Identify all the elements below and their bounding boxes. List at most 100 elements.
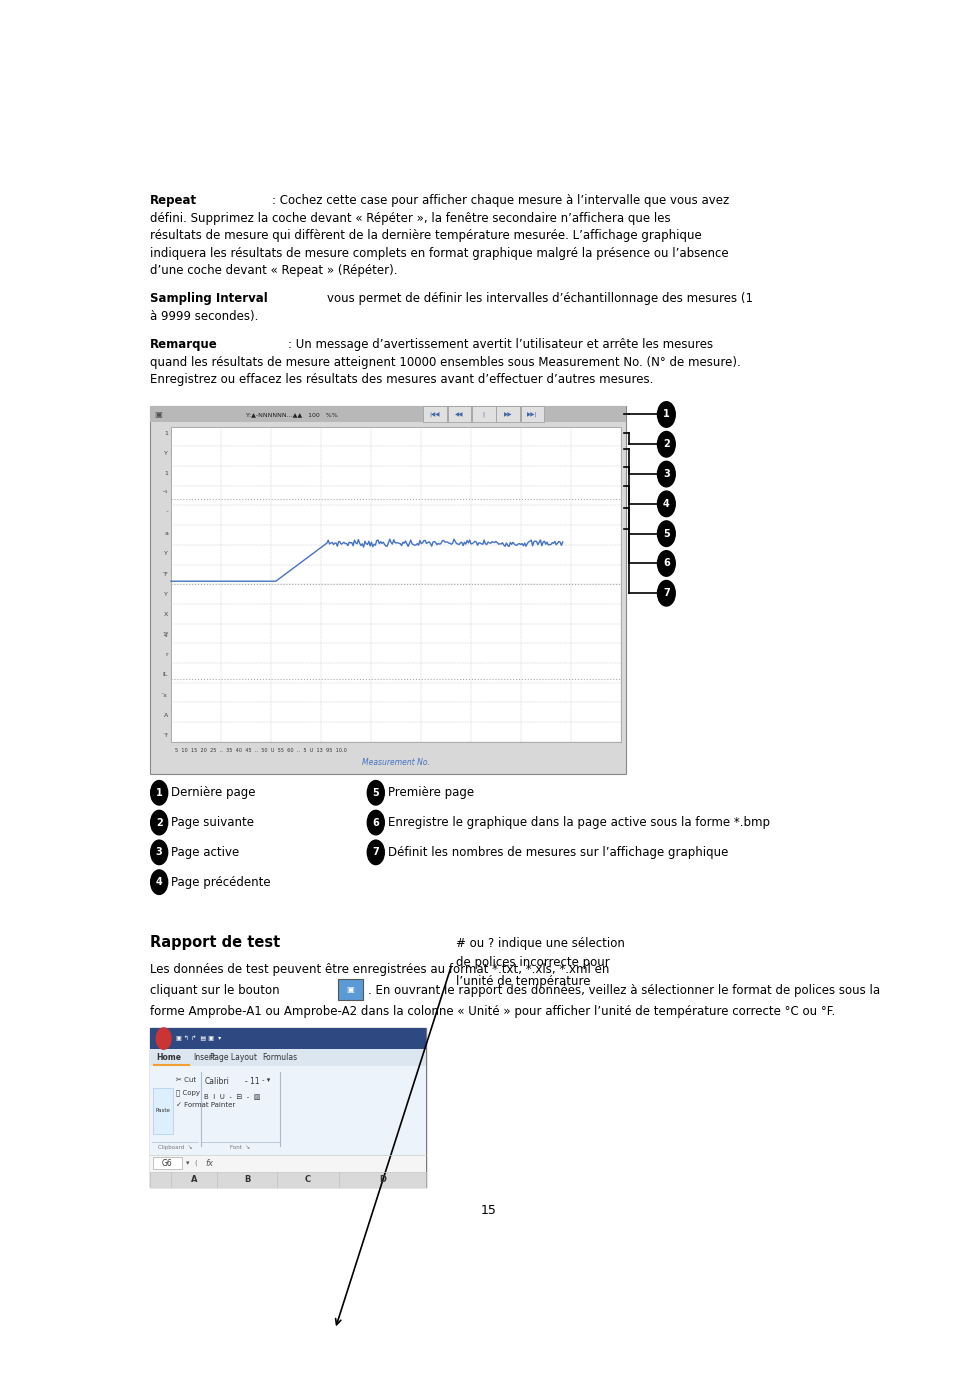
Text: 1: 1: [164, 471, 168, 475]
FancyBboxPatch shape: [151, 1028, 426, 1049]
Text: 1: 1: [155, 788, 162, 797]
Text: # ou ? indique une sélection
de polices incorrecte pour
l’unité de température: # ou ? indique une sélection de polices …: [456, 937, 624, 988]
Text: Paste: Paste: [155, 1108, 171, 1114]
Text: ̅¹: ̅¹: [166, 491, 168, 496]
Text: défini. Supprimez la coche devant « Répéter », la fenêtre secondaire n’affichera: défini. Supprimez la coche devant « Répé…: [151, 211, 670, 225]
Text: Y:▲-NNNNNN...▲▲   100   %%: Y:▲-NNNNNN...▲▲ 100 %%: [246, 412, 337, 417]
Text: Ã: Ã: [164, 713, 168, 717]
Circle shape: [367, 810, 384, 835]
Text: : Un message d’avertissement avertit l’utilisateur et arrête les mesures: : Un message d’avertissement avertit l’u…: [288, 339, 713, 351]
Text: fx: fx: [206, 1158, 213, 1168]
Text: à 9999 secondes).: à 9999 secondes).: [151, 310, 258, 323]
Text: Calibri: Calibri: [204, 1077, 229, 1086]
Text: A: A: [191, 1175, 197, 1184]
Text: Enregistrez ou effacez les résultats des mesures avant d’effectuer d’autres mesu: Enregistrez ou effacez les résultats des…: [151, 373, 653, 386]
Text: : Cochez cette case pour afficher chaque mesure à l’intervalle que vous avez: : Cochez cette case pour afficher chaque…: [272, 193, 729, 207]
Text: 5: 5: [662, 529, 669, 539]
Text: ⁻x: ⁻x: [161, 692, 168, 698]
Text: 2: 2: [155, 818, 162, 828]
FancyBboxPatch shape: [472, 406, 495, 423]
Text: Home: Home: [156, 1053, 181, 1063]
FancyBboxPatch shape: [151, 1067, 426, 1154]
FancyBboxPatch shape: [151, 1172, 426, 1187]
Text: ▣: ▣: [154, 410, 162, 419]
Text: ✂ Cut: ✂ Cut: [176, 1077, 196, 1083]
Text: r: r: [165, 652, 168, 658]
Text: Y: Y: [164, 551, 168, 557]
Text: Page suivante: Page suivante: [171, 817, 253, 829]
Text: Sampling Interval: Sampling Interval: [151, 293, 268, 305]
Text: (: (: [194, 1159, 197, 1166]
FancyBboxPatch shape: [496, 406, 519, 423]
Text: Page active: Page active: [171, 846, 239, 858]
Text: d’une coche devant « Repeat » (Répéter).: d’une coche devant « Repeat » (Répéter).: [151, 264, 397, 278]
Circle shape: [657, 550, 675, 576]
FancyBboxPatch shape: [447, 406, 471, 423]
Text: |◀◀: |◀◀: [429, 412, 439, 417]
Text: quand les résultats de mesure atteignent 10000 ensembles sous Measurement No. (N: quand les résultats de mesure atteignent…: [151, 355, 740, 369]
Text: 4: 4: [662, 499, 669, 509]
Text: a: a: [164, 531, 168, 536]
Text: D: D: [378, 1175, 386, 1184]
Text: Remarque: Remarque: [151, 339, 218, 351]
Text: 3: 3: [155, 847, 162, 857]
Text: Enregistre le graphique dans la page active sous la forme *.bmp: Enregistre le graphique dans la page act…: [387, 817, 769, 829]
Text: ▣: ▣: [346, 985, 354, 994]
Text: cliquant sur le bouton: cliquant sur le bouton: [151, 984, 287, 996]
Circle shape: [151, 840, 168, 865]
Circle shape: [657, 462, 675, 486]
Text: 2: 2: [662, 439, 669, 449]
Text: Repeat: Repeat: [151, 193, 197, 207]
Text: forme Amprobe-A1 ou Amprobe-A2 dans la colonne « Unité » pour afficher l’unité d: forme Amprobe-A1 ou Amprobe-A2 dans la c…: [151, 1005, 835, 1019]
Text: IL: IL: [163, 673, 168, 677]
FancyBboxPatch shape: [151, 1028, 426, 1187]
Text: Les données de test peuvent être enregistrées au format *.txt, *.xls, *.xml en: Les données de test peuvent être enregis…: [151, 963, 609, 976]
Text: B  I  U  -  ⊟  -  ▨: B I U - ⊟ - ▨: [204, 1093, 260, 1099]
Text: 5: 5: [372, 788, 378, 797]
Text: 7: 7: [662, 589, 669, 598]
Text: Formulas: Formulas: [262, 1053, 297, 1063]
Text: résultats de mesure qui diffèrent de la dernière température mesurée. L’affichag: résultats de mesure qui diffèrent de la …: [151, 229, 701, 242]
Circle shape: [657, 521, 675, 546]
Circle shape: [367, 840, 384, 865]
Text: Font  ↘: Font ↘: [230, 1146, 250, 1150]
Text: Y: Y: [164, 591, 168, 597]
Text: vous permet de définir les intervalles d’échantillonnage des mesures (1: vous permet de définir les intervalles d…: [327, 293, 752, 305]
Text: ✓ Format Painter: ✓ Format Painter: [176, 1103, 235, 1108]
Circle shape: [657, 580, 675, 607]
Text: - ▾: - ▾: [262, 1077, 270, 1083]
Text: 4: 4: [155, 878, 162, 887]
Text: 6: 6: [662, 558, 669, 568]
Text: Clipboard  ↘: Clipboard ↘: [158, 1146, 193, 1150]
Text: 1: 1: [662, 409, 669, 420]
Text: Page Layout: Page Layout: [210, 1053, 257, 1063]
Text: ⁻F: ⁻F: [161, 572, 168, 576]
Text: - 11: - 11: [245, 1077, 259, 1086]
Text: Première page: Première page: [387, 786, 474, 799]
Text: ▶▶|: ▶▶|: [527, 412, 537, 417]
Text: indiquera les résultats de mesure complets en format graphique malgré la présenc: indiquera les résultats de mesure comple…: [151, 247, 728, 260]
Text: . En ouvrant le rapport des données, veillez à sélectionner le format de polices: . En ouvrant le rapport des données, vei…: [368, 984, 879, 996]
Text: X: X: [164, 612, 168, 616]
Text: G6: G6: [162, 1158, 172, 1168]
Text: B: B: [244, 1175, 250, 1184]
Circle shape: [151, 781, 168, 806]
Text: ▾: ▾: [186, 1159, 189, 1166]
Circle shape: [156, 1028, 171, 1049]
Text: 1ƒ: 1ƒ: [162, 632, 168, 637]
Text: 6: 6: [372, 818, 378, 828]
Text: ▣ ↰ ↱  ▤ ▣  ▾: ▣ ↰ ↱ ▤ ▣ ▾: [176, 1036, 221, 1042]
Text: 15: 15: [480, 1204, 497, 1218]
FancyBboxPatch shape: [152, 1157, 182, 1169]
Circle shape: [657, 402, 675, 427]
Text: Rapport de test: Rapport de test: [151, 936, 280, 951]
Circle shape: [151, 869, 168, 894]
Text: Dernière page: Dernière page: [171, 786, 255, 799]
Text: 1: 1: [164, 431, 168, 435]
Circle shape: [657, 491, 675, 517]
Text: Y: Y: [164, 451, 168, 456]
FancyBboxPatch shape: [337, 978, 362, 1001]
Text: cliquant sur le bouton: cliquant sur le bouton: [151, 984, 287, 996]
FancyBboxPatch shape: [151, 1049, 426, 1067]
Text: ◀◀: ◀◀: [455, 412, 463, 417]
